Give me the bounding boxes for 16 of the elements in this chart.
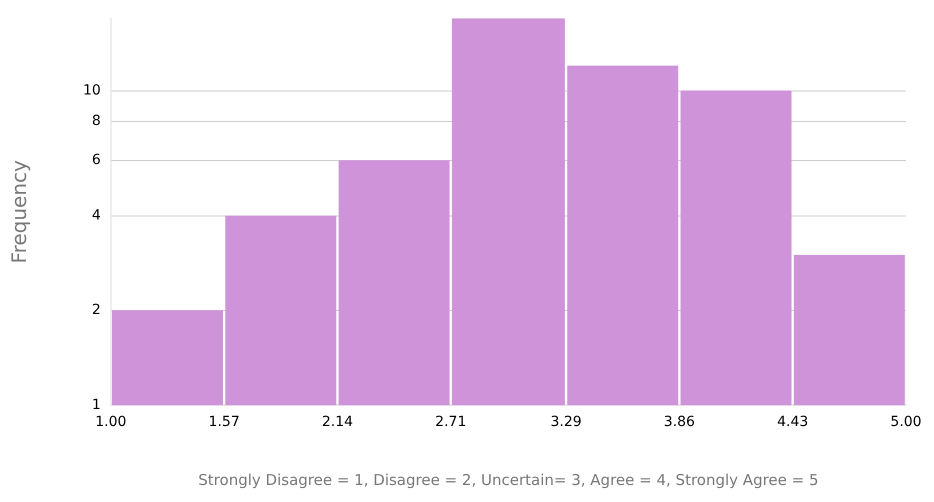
- x-axis-title: Strongly Disagree = 1, Disagree = 2, Uncertain= 3, Agree = 4, Strongly Agree = 5: [198, 470, 819, 489]
- y-tick-label: 6: [92, 152, 101, 168]
- x-tick-label: 1.57: [208, 414, 240, 430]
- x-tick-label: 4.43: [777, 414, 808, 430]
- x-tick-label: 5.00: [890, 414, 922, 430]
- x-tick-label: 1.00: [95, 414, 126, 430]
- x-tick-label: 3.29: [550, 414, 582, 430]
- x-tick-label: 3.86: [664, 414, 696, 430]
- y-tick-label: 8: [92, 112, 101, 129]
- y-axis-title: Frequency: [7, 160, 32, 264]
- y-tick-label: 2: [92, 302, 101, 318]
- y-tick-label: 10: [82, 82, 101, 98]
- x-tick-label: 2.14: [322, 414, 354, 430]
- y-tick-label: 1: [92, 396, 101, 413]
- y-tick-label: 4: [92, 208, 101, 224]
- x-tick-label: 2.71: [435, 414, 466, 430]
